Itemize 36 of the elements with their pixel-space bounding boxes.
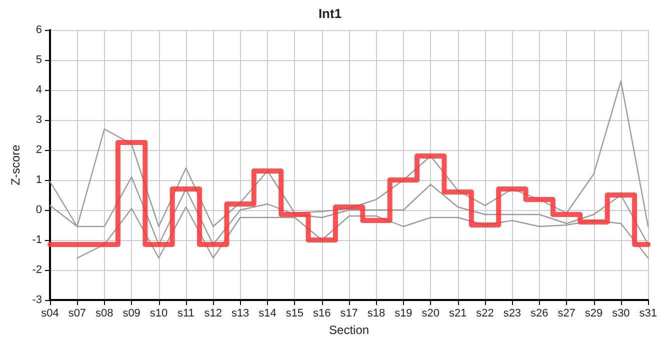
x-tick-label: s14 (258, 308, 276, 320)
x-tick-label: s09 (122, 308, 140, 320)
x-tick-label: s18 (367, 308, 386, 320)
y-tick-label: -2 (32, 264, 42, 276)
y-tick-label: 2 (36, 144, 42, 156)
x-tick-label: s16 (313, 308, 331, 320)
x-tick-label: s12 (204, 308, 222, 320)
y-tick-label: 0 (36, 204, 42, 216)
y-tick-label: -3 (32, 294, 42, 306)
x-axis-title: Section (329, 323, 370, 337)
x-tick-label: s23 (503, 308, 522, 320)
y-axis-title: Z-score (8, 144, 22, 186)
y-tick-label: 3 (36, 114, 42, 126)
x-tick-label: s20 (422, 308, 440, 320)
x-tick-label: s21 (448, 308, 467, 320)
x-tick-label: s17 (340, 308, 358, 320)
y-tick-label: 6 (36, 24, 42, 36)
x-tick-label: s31 (639, 308, 658, 320)
y-tick-label: 5 (36, 54, 42, 66)
x-tick-label: s30 (612, 308, 630, 320)
x-tick-label: s27 (558, 308, 576, 320)
y-tick-label: 4 (36, 84, 42, 96)
x-tick-label: s04 (41, 308, 59, 320)
x-tick-label: s07 (68, 308, 86, 320)
y-tick-label: -1 (32, 234, 42, 246)
x-tick-label: s22 (476, 308, 494, 320)
x-tick-label: s13 (231, 308, 250, 320)
chart-title: Int1 (318, 6, 342, 21)
x-tick-label: s08 (96, 308, 114, 320)
x-tick-label: s10 (150, 308, 168, 320)
x-tick-label: s19 (394, 308, 412, 320)
x-tick-label: s15 (286, 308, 304, 320)
x-tick-label: s26 (530, 308, 548, 320)
x-tick-label: s11 (177, 308, 194, 320)
y-tick-label: 1 (36, 174, 42, 186)
x-tick-label: s29 (584, 308, 603, 320)
